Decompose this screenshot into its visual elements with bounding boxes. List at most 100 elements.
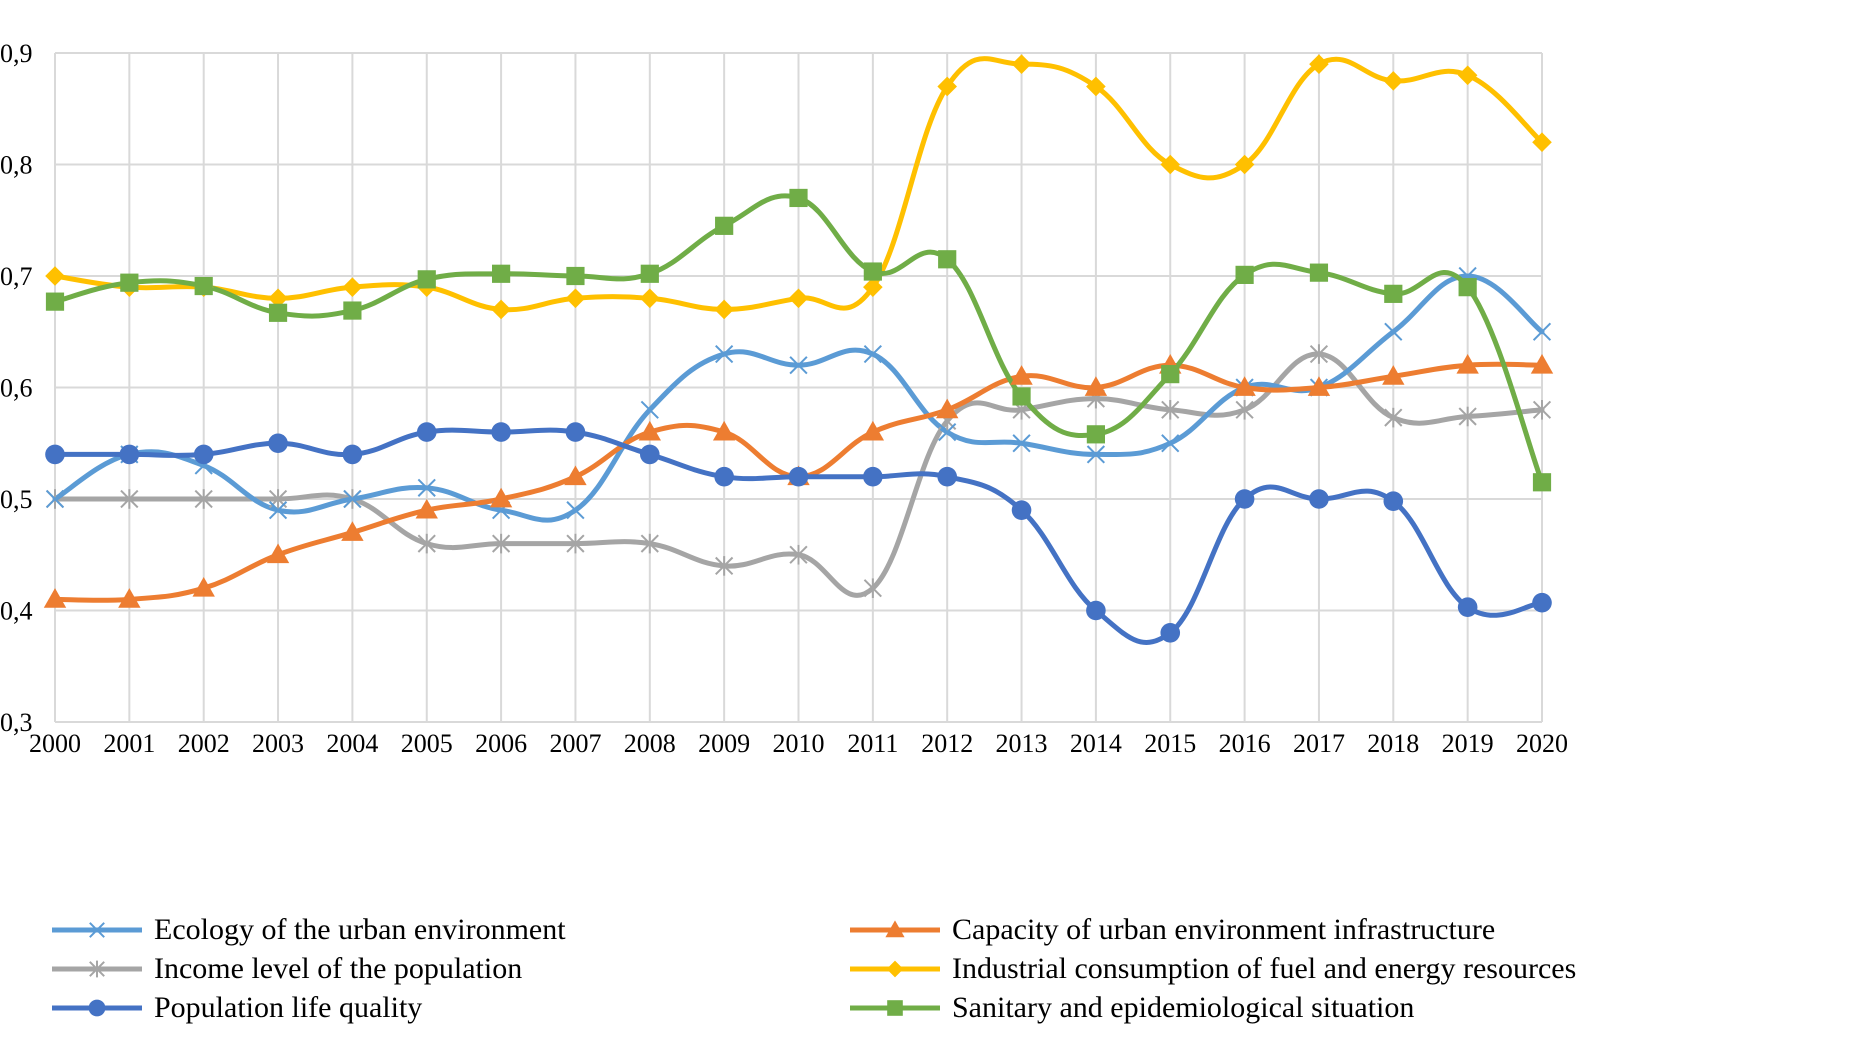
x-tick-label: 2017 [1293,729,1345,758]
data-point [194,489,213,509]
y-tick-label: 0,3 [0,708,33,737]
data-point [1532,592,1552,613]
x-tick-label: 2006 [475,729,527,758]
marker-star [89,960,105,978]
marker-square [887,1000,903,1016]
data-point [937,76,957,97]
x-tick-label: 2003 [252,729,304,758]
data-point [1160,623,1181,643]
data-point [120,489,139,509]
data-point [863,277,883,297]
y-tick-label: 0,6 [0,374,33,403]
y-axis-ticks: 0,3 0,4 0,5 0,6 0,7 0,8 0,9 [0,39,33,737]
data-point [1532,322,1552,341]
data-point [193,444,214,465]
legend-swatch-diamond-marker-icon [850,960,940,978]
data-point [714,466,734,487]
x-tick-label: 2000 [29,729,81,758]
legend-item-infrastructure[interactable]: Capacity of urban environment infrastruc… [850,910,1495,950]
data-point [863,262,882,281]
data-point [1234,489,1255,509]
data-point [342,277,363,297]
legend-item-income[interactable]: Income level of the population [52,949,522,989]
data-point [1233,376,1256,396]
series-line [52,56,1545,313]
legend-item-life-quality[interactable]: Population life quality [52,988,422,1028]
x-tick-label: 2019 [1442,729,1494,758]
data-point [640,444,660,465]
data-point [1532,473,1552,492]
legend-label: Capacity of urban environment infrastruc… [952,913,1496,946]
data-point [1086,76,1106,97]
x-axis-ticks: 2000 2001 2002 2003 2004 2005 2006 2007 2008 2009… [29,729,1568,758]
legend-swatch-circle-marker-icon [52,999,142,1017]
y-tick-label: 0,4 [0,597,33,626]
x-tick-label: 2008 [624,729,676,758]
data-point [1086,600,1106,621]
series-line [52,351,1545,598]
data-point [268,303,288,322]
data-point [491,422,511,442]
data-point [1086,425,1105,444]
data-point [1456,354,1479,374]
data-point [1383,71,1404,91]
data-point [789,356,808,375]
data-point [1383,491,1404,512]
legend-swatch-square-marker-icon [850,1000,940,1016]
data-point [43,588,67,608]
x-tick-label: 2016 [1219,729,1271,758]
data-point [268,433,288,454]
legend-swatch-star-marker-icon [52,960,142,978]
marker-diamond [886,960,904,978]
marker-circle [88,999,106,1017]
data-point [788,466,809,487]
data-point [1384,407,1403,428]
x-tick-label: 2001 [103,729,155,758]
legend-item-industrial-consumption[interactable]: Industrial consumption of fuel and energ… [850,949,1576,989]
data-point [1458,406,1477,427]
data-point [1532,132,1552,152]
data-point [714,299,734,320]
data-point [1012,434,1031,453]
x-tick-label: 2020 [1516,729,1568,758]
chart-legend: Ecology of the urban environment Income … [0,913,1872,1063]
data-point [343,301,362,320]
data-point [712,420,736,441]
data-point [45,444,65,465]
legend-label: Industrial consumption of fuel and energ… [952,952,1577,985]
data-point [45,292,65,311]
line-chart: 0,30,40,50,60,70,80,9 2000 2001 2002 2003 20… [0,39,1568,758]
x-tick-label: 2014 [1070,729,1122,758]
data-point [1084,376,1108,396]
legend-item-ecology[interactable]: Ecology of the urban environment [52,910,566,950]
data-point [789,188,808,208]
data-point [565,288,586,309]
data-point [640,288,660,309]
data-point [1532,400,1552,420]
data-point [417,478,436,497]
y-tick-label: 0,8 [0,151,33,180]
data-point [564,465,587,486]
data-point [1307,376,1331,396]
data-point [863,344,882,364]
data-point [861,420,885,441]
data-point [341,521,364,541]
legend-item-sanitary[interactable]: Sanitary and epidemiological situation [850,988,1414,1028]
data-point [1235,265,1254,284]
x-tick-label: 2018 [1367,729,1419,758]
x-tick-label: 2011 [847,729,898,758]
data-point [1457,65,1478,86]
data-point [1161,434,1180,453]
data-point [1161,400,1180,420]
data-point [415,498,438,519]
data-point [1160,154,1181,175]
x-tick-label: 2013 [996,729,1048,758]
data-point [1382,365,1405,385]
data-point [715,344,734,364]
data-point [1235,400,1254,420]
data-point [937,466,957,487]
legend-swatch-triangle-marker-icon [850,920,940,938]
data-point [1309,489,1329,509]
data-point [1309,344,1329,364]
y-tick-label: 0,7 [0,262,33,291]
